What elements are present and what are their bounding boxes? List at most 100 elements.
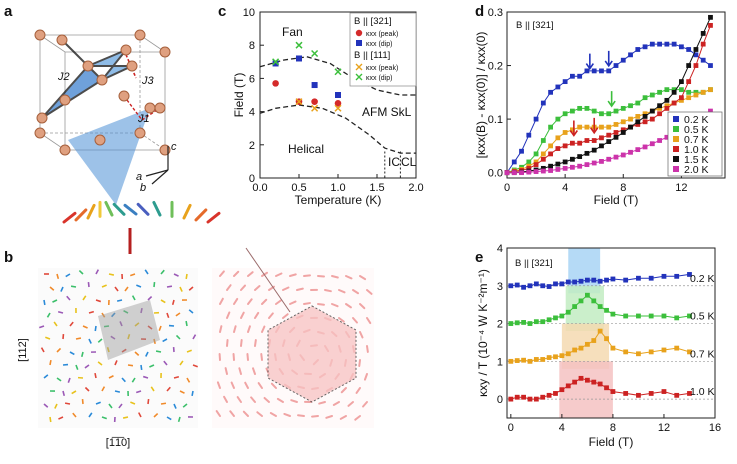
- texture-spin: [60, 286, 64, 292]
- d-series-marker: [620, 130, 626, 135]
- texture-spin: [119, 321, 123, 327]
- plot-d-ticks: 0 4 8 12 0.0 0.1 0.2 0.3: [488, 7, 688, 194]
- e-series-marker: [572, 379, 578, 385]
- c-point-peak-321: [311, 98, 318, 105]
- texture-spin: [179, 286, 183, 292]
- d-ytick-label: 0.2: [488, 61, 503, 73]
- e-series-marker: [527, 396, 533, 402]
- e-xtick-label: 12: [658, 422, 670, 434]
- spin-arrow: [62, 211, 77, 224]
- plot-e-bands: [559, 248, 613, 418]
- d-series-marker: [533, 169, 539, 174]
- e-series-marker: [565, 383, 571, 389]
- texture-spin: [188, 286, 194, 291]
- e-series-marker: [584, 377, 590, 383]
- texture-spin: [179, 360, 184, 366]
- e-series-marker: [636, 275, 641, 281]
- texture-spin: [67, 377, 71, 383]
- d-series-marker: [649, 141, 655, 147]
- texture-spin: [188, 309, 194, 314]
- d-series-marker: [577, 140, 583, 146]
- d-series-marker: [548, 163, 553, 169]
- d-series-marker: [540, 168, 546, 174]
- d-series-marker: [591, 160, 597, 166]
- axis-b-label: b: [140, 182, 146, 194]
- d-series-marker: [649, 41, 655, 47]
- texture-spin: [103, 325, 110, 328]
- texture-spin: [49, 359, 52, 366]
- texture-spin: [45, 336, 51, 340]
- e-temperature-label: 1.0 K: [690, 386, 715, 398]
- d-legend-label: 0.5 K: [684, 124, 709, 136]
- texture-spin: [57, 310, 64, 314]
- e-series-marker: [533, 319, 539, 325]
- e-series-marker: [527, 358, 533, 364]
- texture-spin: [101, 312, 106, 318]
- e-ytick-label: 2: [497, 319, 503, 331]
- texture-spin: [127, 364, 134, 367]
- d-series-marker: [599, 111, 604, 117]
- d-series-marker: [591, 68, 597, 74]
- d-series-marker: [679, 87, 684, 93]
- c-ytick-label: 6: [249, 73, 255, 85]
- legend-header-111: B || [111]: [354, 50, 390, 61]
- texture-spin: [82, 295, 87, 301]
- c-point-dip-321: [335, 92, 341, 98]
- d-series-marker: [570, 140, 575, 146]
- e-xtick-label: 8: [610, 422, 616, 434]
- texture-spin: [171, 299, 175, 306]
- texture-arrow: [283, 412, 291, 417]
- plot-c-boundaries: [259, 56, 416, 178]
- texture-spin: [108, 403, 113, 409]
- e-ytick-label: 1: [497, 356, 503, 368]
- texture-spin: [108, 273, 115, 276]
- d-legend-marker: [673, 166, 679, 172]
- texture-arrow: [226, 284, 232, 291]
- spin-arrow: [182, 203, 192, 220]
- d-series-marker: [657, 111, 662, 117]
- d-series-marker: [628, 116, 633, 122]
- texture-arrow: [236, 396, 242, 403]
- texture-spin: [175, 334, 181, 340]
- d-series-marker: [686, 79, 692, 85]
- d-series-marker: [570, 108, 575, 114]
- texture-spin: [177, 416, 181, 423]
- texture-arrow: [238, 367, 242, 375]
- texture-arrow: [340, 387, 347, 394]
- texture-arrow: [331, 303, 339, 308]
- d-series-marker: [635, 47, 641, 52]
- e-temperature-label: 0.2 K: [690, 273, 715, 285]
- c-point-dip-321: [296, 55, 302, 62]
- d-series-marker: [584, 105, 590, 111]
- d-series-marker: [540, 138, 546, 143]
- d-series-marker: [635, 100, 641, 106]
- d-series-marker: [649, 108, 655, 114]
- d-series-marker: [599, 124, 604, 130]
- d-series-marker: [599, 143, 604, 149]
- texture-arrow: [358, 359, 361, 367]
- spin-arrow: [136, 202, 150, 216]
- e-series-marker: [591, 298, 597, 304]
- texture-spin: [49, 416, 52, 423]
- texture-arrow: [254, 339, 257, 347]
- texture-spin: [134, 351, 140, 356]
- d-series-marker: [657, 89, 662, 95]
- d-ytick-label: 0.0: [488, 168, 503, 180]
- e-series-marker: [597, 381, 603, 387]
- spin-arrow: [74, 208, 88, 222]
- plot-c-ylabel: Field (T): [232, 73, 246, 118]
- texture-arrow: [216, 381, 221, 389]
- e-series-marker: [610, 311, 616, 317]
- d-series-marker: [526, 159, 532, 165]
- texture-arrow: [362, 401, 368, 408]
- d-series-marker: [642, 144, 648, 150]
- texture-spin: [62, 390, 66, 397]
- d-series-marker: [519, 170, 524, 176]
- panel-b-label: b: [4, 249, 13, 266]
- d-series-marker: [693, 52, 699, 58]
- texture-spin: [69, 321, 74, 327]
- texture-arrow: [256, 411, 263, 417]
- plot-e-ylabel: κxy / T (10⁻⁴ W K⁻²m⁻¹): [476, 269, 490, 397]
